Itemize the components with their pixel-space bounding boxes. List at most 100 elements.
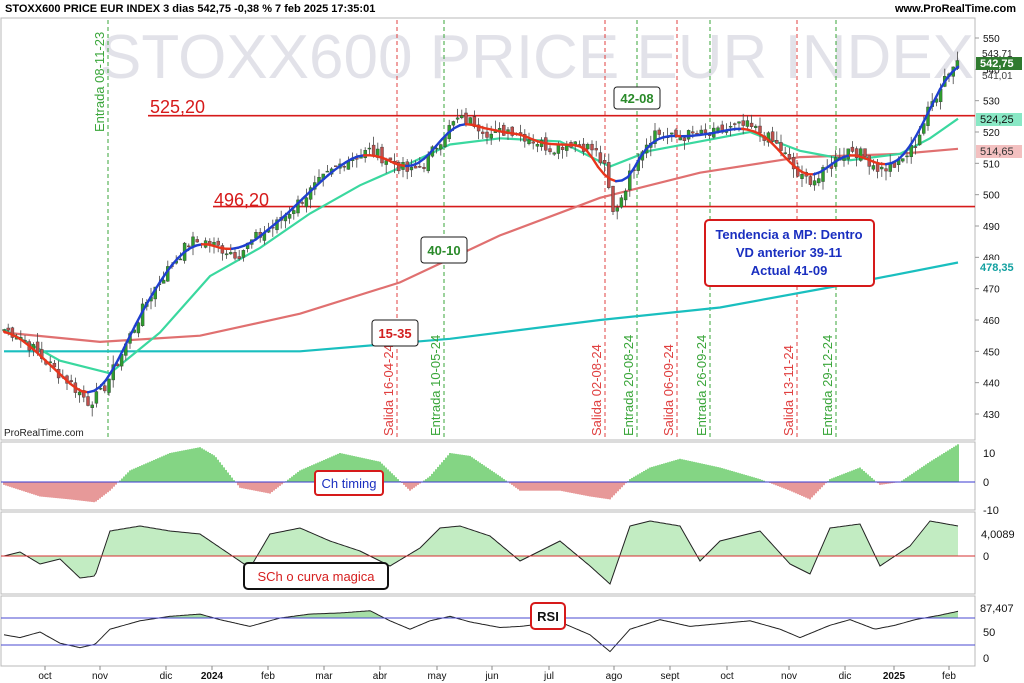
candle-body [216,240,220,246]
x-tick-label: nov [781,671,797,682]
candle-body [325,170,330,173]
candle-body [489,133,493,139]
fast-ma-segment [908,134,918,147]
candle-body [94,391,99,404]
candle-body [598,152,603,164]
candle-body [754,125,758,128]
fast-ma-segment [434,138,444,148]
candle-body [90,404,94,408]
timing-histogram [3,444,959,503]
price-tick: 550 [983,34,1000,45]
candle-body [611,185,615,212]
rsi-tick-0: 0 [983,653,989,665]
signal-labels: Entrada 08-11-23 Salida 16-04-24 Entrada 1… [92,32,835,436]
fast-ma-segment [320,174,330,182]
candle-body [296,199,300,214]
x-axis: oct nov dic 2024 feb mar abr may jun jul ago sept oc… [38,666,956,682]
trend-box-line3: Actual 41-09 [751,263,828,278]
candle-body [653,130,657,144]
candle-body [586,144,590,150]
fast-ma-segment [644,142,654,151]
fast-ma-segment [944,71,954,81]
fast-ma-segment [164,263,174,275]
rsi-label-box: RSI [530,602,566,630]
candle-body [418,166,422,168]
fast-ma-segment [62,376,72,385]
price-tick: 460 [983,316,1000,327]
candle-body [384,160,388,165]
candle-body [527,139,531,145]
fast-ma-segment [44,359,54,368]
candle-body [422,166,426,169]
candle-body [737,121,741,124]
candle-body [728,125,733,128]
fast-ma-segment [278,213,288,222]
fast-ma-segment [422,151,432,161]
candle-body [103,385,107,392]
sch-zero-tick: 0 [983,551,989,563]
candle-body [686,130,691,140]
sch-curve [3,520,959,585]
chart-header: STOXX600 PRICE EUR INDEX 3 dias 542,75 -… [0,0,1024,18]
candle-body [682,137,687,141]
x-tick-label: oct [38,671,52,682]
x-tick-label: dic [839,671,852,682]
candle-body [502,124,506,136]
fast-ma-segment [782,154,792,164]
fast-ma-segment [896,152,906,161]
fast-ma-segment [926,99,936,115]
candle-body [224,253,229,256]
fast-ma-segment [314,179,324,188]
label-last: 542,75 [980,58,1014,70]
timing-panel-frame [0,441,976,511]
footer-brand: ProRealTime.com [4,428,84,439]
fast-ma-segment [938,78,948,91]
fast-ma-segment [170,256,180,267]
label-low: 541,01 [982,71,1013,82]
candle-body [531,141,535,144]
sch-label-box: SCh o curva magica [243,562,389,590]
site-link[interactable]: www.ProRealTime.com [894,3,1016,15]
candle-body [699,129,703,134]
candle-body [749,122,754,127]
fast-ma-segment [440,131,450,141]
trend-box-line1: Tendencia a MP: Dentro [715,227,862,242]
fast-ma-segment [266,223,276,231]
candle-body [863,148,867,158]
candle-body [187,245,191,248]
fast-ma-segment [140,300,150,314]
candle-body [485,131,489,138]
fast-ma-segment [56,370,66,380]
candle-body [409,166,414,171]
fast-ma-segment [416,157,426,165]
candle-body [233,252,237,259]
candle-body [371,144,376,156]
candle-body [300,202,304,204]
fast-ma-segment [32,348,42,357]
candle-body [619,197,624,208]
fast-ma-segment [770,142,780,151]
candle-body [770,131,775,142]
candle-body [241,250,246,258]
candle-body [859,148,863,161]
candle-body [413,165,418,169]
price-tick: 430 [983,410,1000,421]
candle-body [292,210,296,214]
fast-ma-segment [326,169,336,177]
signal-box-42-08: 42-08 [613,86,661,110]
candle-body [783,152,787,154]
fast-ma-segment [122,334,132,350]
fast-ma-segment [146,290,156,303]
candle-body [52,362,57,368]
fast-ma-segment [776,148,786,158]
fast-ma-segment [68,382,78,390]
watermark: STOXX600 PRICE EUR INDEX [100,23,974,92]
panel-frames [0,17,976,667]
fast-ma-segment [932,88,942,103]
fast-ma-segment [428,144,438,155]
candle-body [628,170,632,191]
fast-ma-segment [764,136,774,145]
horizontal-levels: 525,20 496,20 [148,97,975,210]
signal-label: Entrada 08-11-23 [92,32,107,132]
candle-body [812,180,817,186]
